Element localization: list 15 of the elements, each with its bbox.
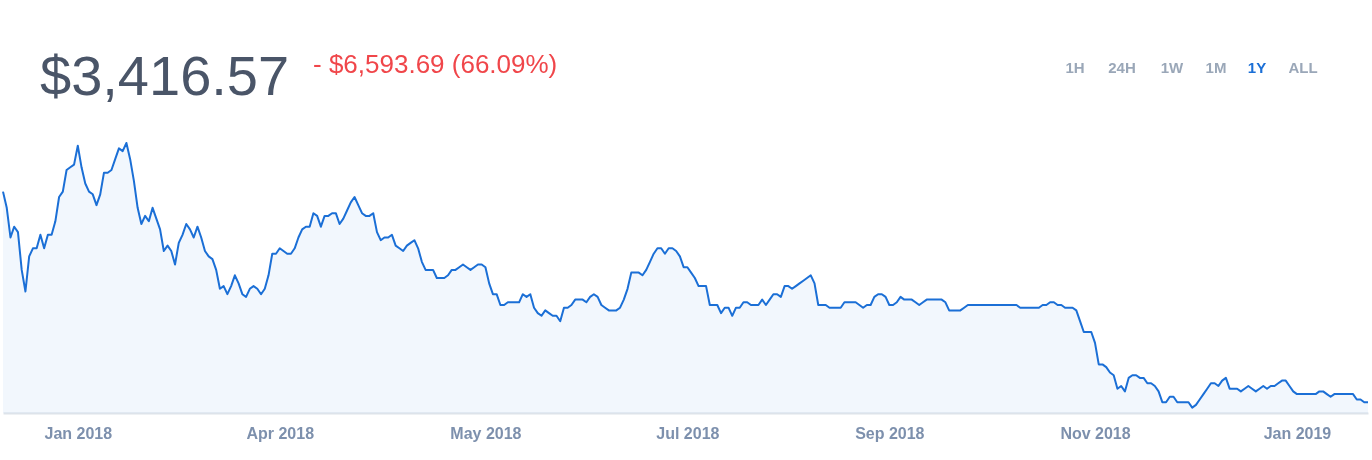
x-tick-label: Apr 2018 bbox=[246, 424, 315, 442]
text: 1M bbox=[1205, 59, 1227, 76]
text: ALL bbox=[1288, 59, 1318, 76]
x-tick-label: May 2018 bbox=[450, 424, 522, 442]
text: 1W bbox=[1160, 59, 1185, 76]
x-tick-label: Jan 2018 bbox=[44, 424, 113, 442]
text: 24H bbox=[1108, 59, 1136, 76]
chart-subtitle: - $6,593.69 (66.09%) bbox=[313, 49, 558, 79]
text: 1H bbox=[1065, 59, 1085, 76]
x-tick-label: Jan 2019 bbox=[1263, 424, 1332, 442]
x-tick-label: Nov 2018 bbox=[1060, 424, 1131, 442]
x-tick-label: Sep 2018 bbox=[855, 424, 925, 442]
chart-title: $3,416.57 bbox=[40, 44, 290, 107]
text: 1Y bbox=[1247, 59, 1267, 76]
x-tick-label: Jul 2018 bbox=[656, 424, 720, 442]
